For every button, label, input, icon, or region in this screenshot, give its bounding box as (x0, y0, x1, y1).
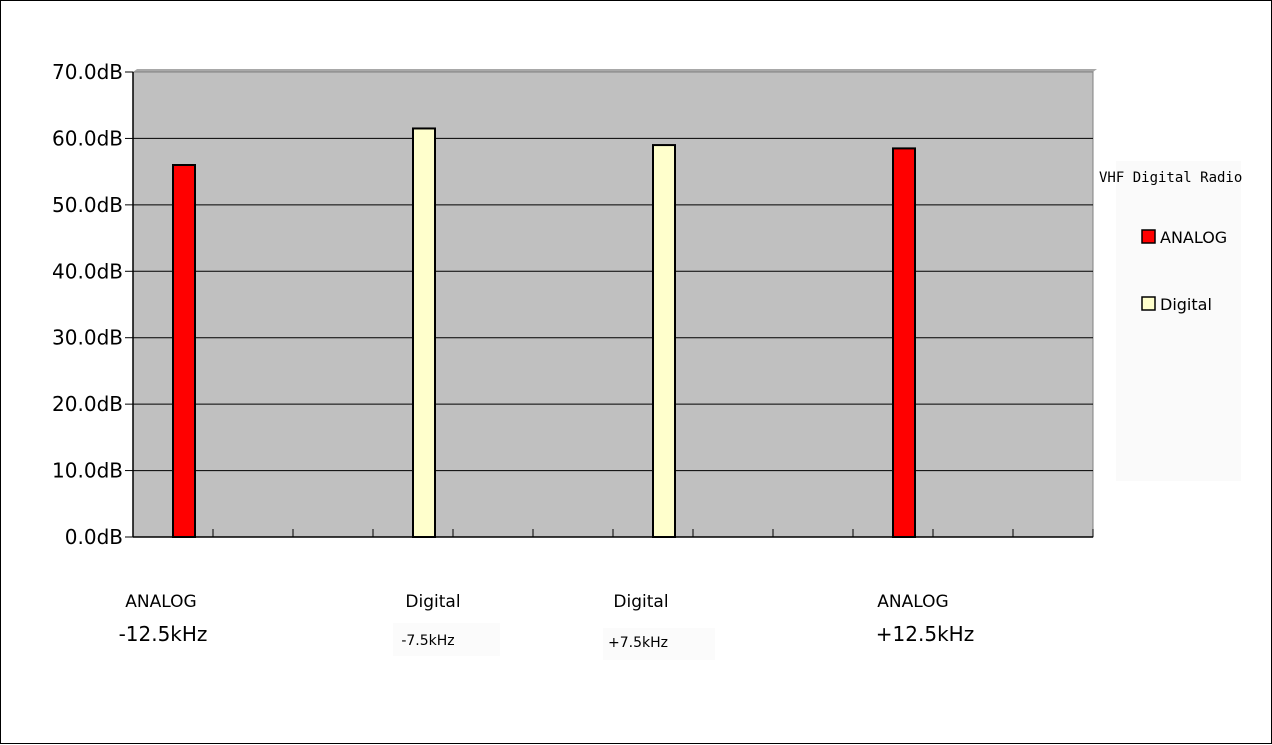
legend-box (1116, 161, 1241, 481)
legend-label: Digital (1160, 295, 1212, 314)
x-category-sublabel: +12.5kHz (876, 622, 974, 646)
x-category-label: ANALOG (877, 592, 948, 612)
plot-top-edge (133, 69, 1097, 72)
x-category-sublabel: -7.5kHz (401, 633, 454, 649)
y-tick-label: 20.0dB (52, 392, 123, 416)
legend-title: VHF Digital Radio (1099, 170, 1242, 186)
x-category-label: Digital (613, 592, 668, 612)
y-tick-label: 50.0dB (52, 193, 123, 217)
y-tick-label: 30.0dB (52, 326, 123, 350)
bar (652, 144, 676, 538)
y-tick-label: 70.0dB (52, 60, 123, 84)
sub-label-bg (603, 628, 715, 660)
bar (892, 147, 916, 538)
y-tick-label: 0.0dB (65, 525, 123, 549)
y-tick-label: 10.0dB (52, 459, 123, 483)
legend-swatch (1141, 296, 1156, 311)
y-tick-label: 40.0dB (52, 259, 123, 283)
bar (412, 127, 436, 538)
x-category-sublabel: +7.5kHz (608, 635, 668, 651)
x-category-label: ANALOG (125, 592, 196, 612)
y-tick-label: 60.0dB (52, 126, 123, 150)
legend-label: ANALOG (1160, 228, 1227, 247)
x-category-sublabel: -12.5kHz (119, 622, 208, 646)
x-category-label: Digital (405, 592, 460, 612)
sub-label-bg (393, 623, 500, 656)
bar (172, 164, 196, 538)
plot-area (132, 71, 1094, 538)
legend-swatch (1141, 229, 1156, 244)
